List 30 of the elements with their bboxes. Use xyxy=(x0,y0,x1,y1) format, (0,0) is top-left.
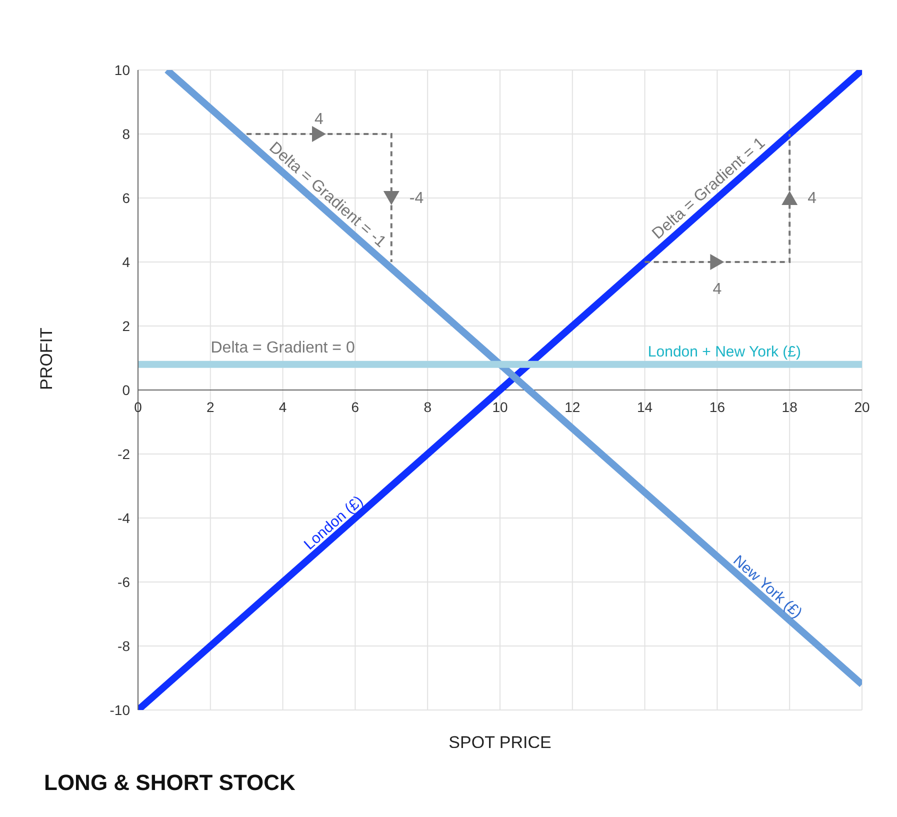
annotation: 4 xyxy=(808,190,817,207)
x-tick-label: 8 xyxy=(424,399,432,415)
y-tick-label: -2 xyxy=(118,446,130,462)
y-tick-label: -6 xyxy=(118,574,130,590)
y-tick-label: 10 xyxy=(114,62,130,78)
x-tick-label: 20 xyxy=(854,399,870,415)
y-tick-label: -8 xyxy=(118,638,130,654)
annotation: Delta = Gradient = 0 xyxy=(210,339,355,356)
y-tick-label: -4 xyxy=(118,510,130,526)
annotation: 4 xyxy=(314,111,324,128)
annotation: 4 xyxy=(712,281,722,298)
y-tick-label: 0 xyxy=(122,382,130,398)
y-tick-label: -10 xyxy=(110,702,130,718)
series-label: London + New York (£) xyxy=(648,343,801,360)
y-tick-label: 4 xyxy=(122,254,130,270)
x-tick-label: 10 xyxy=(492,399,508,415)
x-tick-label: 18 xyxy=(782,399,798,415)
annotation: -4 xyxy=(409,190,424,207)
x-tick-label: 4 xyxy=(278,399,287,415)
text: LONG & SHORT STOCK xyxy=(44,770,296,796)
x-axis-title: SPOT PRICE xyxy=(448,733,552,752)
y-tick-label: 2 xyxy=(122,318,130,334)
x-tick-label: 12 xyxy=(564,399,580,415)
y-axis-title: PROFIT xyxy=(37,328,56,390)
x-tick-label: 16 xyxy=(709,399,726,415)
y-tick-label: 8 xyxy=(122,126,130,142)
x-tick-label: 2 xyxy=(206,399,214,415)
x-tick-label: 14 xyxy=(637,399,653,415)
y-tick-label: 6 xyxy=(122,190,130,206)
x-tick-label: 6 xyxy=(351,399,360,415)
